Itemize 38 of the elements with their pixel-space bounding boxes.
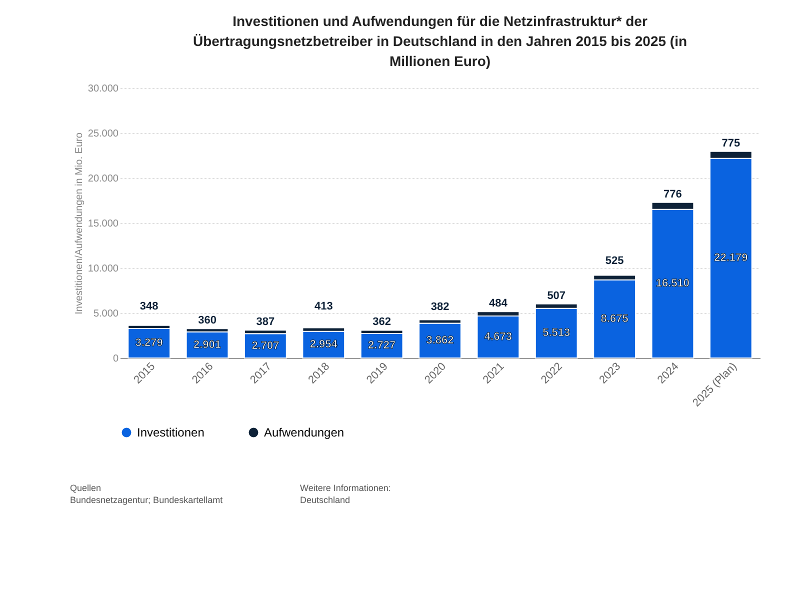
y-tick-label: 15.000	[88, 218, 119, 230]
text: Bundesnetzagentur; Bundeskartellamt	[70, 495, 224, 505]
data-label: 2.901	[194, 338, 222, 351]
y-tick-label: 20.000	[88, 174, 119, 184]
data-label: 22.179	[714, 252, 748, 264]
data-label: 507	[547, 290, 566, 302]
data-label: 382	[430, 300, 450, 313]
text: Weitere Informationen:	[300, 483, 391, 493]
data-label: 776	[664, 188, 682, 200]
data-label: 16.510	[656, 278, 690, 290]
chart-title: Investitionen und Aufwendungen für die Netzinfrastruktur* der Übertragungsnetzbetreiber in Deutschland in den Jahren 2015 bis 2025 (in Millionen Euro)	[192, 13, 688, 69]
data-label: 2.727	[368, 340, 396, 352]
data-label: 4.673	[484, 330, 512, 343]
data-label: 362	[372, 316, 391, 328]
data-label: 348	[140, 300, 158, 312]
data-label: 387	[256, 316, 275, 328]
y-tick-label: 10.000	[88, 264, 119, 274]
y-tick-label: 30.000	[88, 84, 119, 94]
data-label: 5.513	[542, 327, 570, 340]
text: Quellen	[70, 483, 102, 493]
y-tick-label: 5.000	[93, 308, 119, 320]
data-label: 525	[605, 255, 624, 268]
data-label: 413	[314, 300, 333, 313]
data-label: 484	[489, 298, 508, 310]
y-axis-title: Investitionen/Aufwendungen in Mio. Euro	[74, 132, 85, 314]
data-label: 3.862	[426, 334, 454, 347]
y-tick-label: 25.000	[88, 128, 119, 140]
data-label: 775	[722, 137, 740, 150]
data-label: 3.279	[135, 337, 163, 350]
data-label: 8.675	[600, 312, 628, 325]
y-tick-label: 0	[112, 354, 119, 364]
data-label: 2.954	[310, 338, 338, 351]
legend-label: Aufwendungen	[264, 426, 344, 440]
data-label: 360	[198, 314, 216, 327]
legend-label: Investitionen	[137, 426, 204, 440]
text: Deutschland	[300, 495, 350, 505]
bar	[534, 308, 578, 358]
data-label: 2.707	[252, 340, 280, 352]
